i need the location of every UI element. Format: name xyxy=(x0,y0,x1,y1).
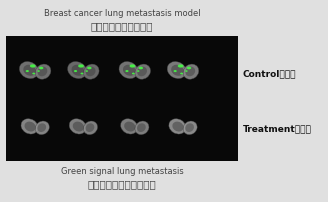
Ellipse shape xyxy=(180,73,183,75)
Ellipse shape xyxy=(132,73,135,75)
Ellipse shape xyxy=(19,62,38,79)
Ellipse shape xyxy=(169,119,186,134)
Ellipse shape xyxy=(86,124,94,132)
Ellipse shape xyxy=(187,67,191,70)
Ellipse shape xyxy=(23,65,36,76)
Ellipse shape xyxy=(185,124,194,132)
Ellipse shape xyxy=(137,67,147,77)
Text: Treatment治療組: Treatment治療組 xyxy=(243,124,312,133)
Ellipse shape xyxy=(125,71,129,73)
Ellipse shape xyxy=(135,121,149,135)
Ellipse shape xyxy=(183,121,197,135)
Ellipse shape xyxy=(72,65,84,76)
Ellipse shape xyxy=(83,121,97,135)
Ellipse shape xyxy=(185,67,195,77)
Ellipse shape xyxy=(74,71,77,73)
Ellipse shape xyxy=(86,71,88,73)
Ellipse shape xyxy=(130,65,135,68)
Ellipse shape xyxy=(138,67,143,70)
Ellipse shape xyxy=(171,65,184,76)
Ellipse shape xyxy=(87,67,92,70)
Ellipse shape xyxy=(69,119,86,134)
Ellipse shape xyxy=(37,71,40,73)
Ellipse shape xyxy=(37,124,46,132)
Ellipse shape xyxy=(68,62,87,79)
Ellipse shape xyxy=(25,122,36,132)
Ellipse shape xyxy=(86,67,95,77)
Ellipse shape xyxy=(80,73,83,75)
Text: Control對照組: Control對照組 xyxy=(243,69,296,78)
Ellipse shape xyxy=(135,65,151,80)
Ellipse shape xyxy=(35,121,49,135)
Ellipse shape xyxy=(119,62,138,79)
Text: Breast cancer lung metastasis model: Breast cancer lung metastasis model xyxy=(44,9,200,18)
Ellipse shape xyxy=(21,119,38,134)
Ellipse shape xyxy=(173,122,184,132)
Ellipse shape xyxy=(183,65,199,80)
Ellipse shape xyxy=(137,71,139,73)
Text: 乳腺癌肺轉移小鼠模型: 乳腺癌肺轉移小鼠模型 xyxy=(91,21,154,31)
Ellipse shape xyxy=(174,71,177,73)
Ellipse shape xyxy=(167,62,186,79)
Ellipse shape xyxy=(32,73,35,75)
Ellipse shape xyxy=(78,65,84,68)
Ellipse shape xyxy=(83,65,99,80)
Ellipse shape xyxy=(124,122,135,132)
Ellipse shape xyxy=(185,71,188,73)
Text: Green signal lung metastasis: Green signal lung metastasis xyxy=(61,167,183,176)
Ellipse shape xyxy=(30,65,36,68)
Ellipse shape xyxy=(73,122,84,132)
Ellipse shape xyxy=(123,65,135,76)
Ellipse shape xyxy=(121,119,138,134)
Text: 綠色信號為乳腺癌肺轉移: 綠色信號為乳腺癌肺轉移 xyxy=(88,179,156,189)
Ellipse shape xyxy=(137,124,146,132)
Ellipse shape xyxy=(26,71,29,73)
Bar xyxy=(7,36,238,162)
Ellipse shape xyxy=(178,65,184,68)
Ellipse shape xyxy=(37,67,47,77)
Ellipse shape xyxy=(35,65,51,80)
Ellipse shape xyxy=(39,67,43,70)
